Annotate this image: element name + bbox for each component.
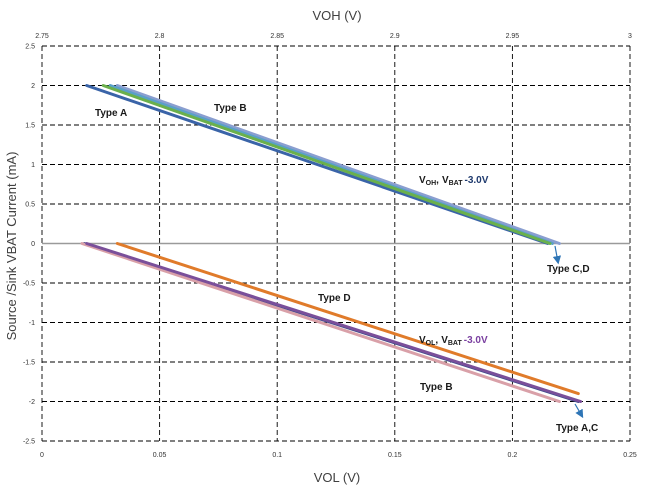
y-tick-label: -0.5 — [23, 281, 35, 288]
bottom-x-tick-label: 0 — [40, 452, 44, 459]
y-tick-label: -2 — [29, 399, 35, 406]
top-axis-title: VOH (V) — [312, 8, 361, 23]
y-tick-label: 0.5 — [25, 202, 35, 209]
top-x-tick-label: 2.75 — [35, 33, 49, 40]
bottom-x-tick-label: 0.1 — [272, 452, 282, 459]
vol-type-c-line — [85, 242, 583, 403]
top-x-tick-label: 2.9 — [390, 33, 400, 40]
y-tick-label: -1 — [29, 320, 35, 327]
y-tick-label: -2.5 — [23, 439, 35, 446]
vol-type-ac-label: Type A,C — [556, 423, 598, 434]
y-tick-label: -1.5 — [23, 360, 35, 367]
vol-type-b-label: Type B — [420, 382, 453, 393]
voh-type-b-line — [115, 84, 561, 245]
grid — [41, 45, 631, 442]
bottom-x-tick-label: 0.2 — [508, 452, 518, 459]
y-tick-label: 2.5 — [25, 44, 35, 51]
voh-type-b-label: Type B — [214, 103, 247, 114]
voh-type-a-label: Type A — [95, 108, 127, 119]
top-x-tick-label: 2.8 — [155, 33, 165, 40]
voh-type-a-line — [85, 84, 550, 245]
y-tick-label: 1.5 — [25, 123, 35, 130]
voh-type-cd-label: Type C,D — [547, 264, 590, 275]
vol-type-b-line — [80, 242, 561, 403]
voh-callout-arrow — [552, 245, 562, 265]
y-tick-label: 0 — [31, 241, 35, 248]
series-lines — [80, 84, 583, 403]
voh-condition-label: VOH, VBAT -3.0V — [419, 175, 489, 187]
bottom-x-tick-label: 0.05 — [153, 452, 167, 459]
top-x-tick-label: 3 — [628, 33, 632, 40]
tick-labels: 2.5 2 1.5 1 0.5 0 -0.5 -1 -1.5 -2 -2.5 2.75 2.8 2.85 2… — [23, 33, 637, 459]
y-axis-title: Source /Sink VBAT Current (mA) — [4, 152, 19, 341]
bottom-axis-title: VOL (V) — [314, 470, 360, 485]
vol-condition-label: VOL, VBAT -3.0V — [419, 335, 488, 347]
top-x-tick-label: 2.85 — [270, 33, 284, 40]
bottom-x-tick-label: 0.25 — [623, 452, 637, 459]
y-tick-label: 2 — [31, 83, 35, 90]
y-tick-label: 1 — [31, 162, 35, 169]
bottom-x-tick-label: 0.15 — [388, 452, 402, 459]
vol-callout-arrow — [574, 403, 584, 419]
voh-type-d-line — [101, 84, 552, 245]
vol-type-d-line — [115, 242, 580, 396]
vol-type-d-label: Type D — [318, 293, 351, 304]
top-x-tick-label: 2.95 — [506, 33, 520, 40]
